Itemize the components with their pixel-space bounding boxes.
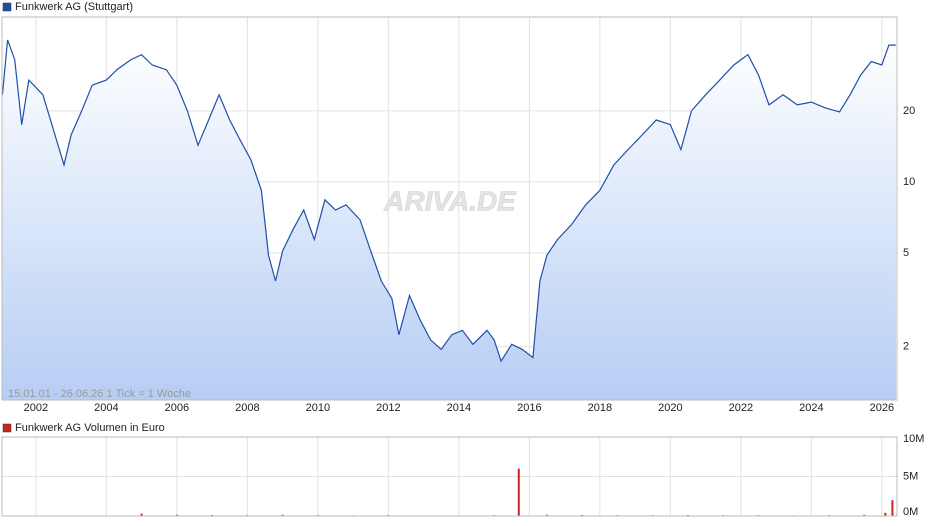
x-tick-label: 2022: [729, 402, 753, 414]
x-tick-label: 2008: [235, 402, 259, 414]
legend-label: Funkwerk AG Volumen in Euro: [15, 422, 165, 434]
volume-bar: [884, 512, 887, 516]
x-tick-label: 2020: [658, 402, 682, 414]
x-tick-label: 2016: [517, 402, 541, 414]
x-tick-label: 2024: [799, 402, 823, 414]
y-tick-label: 2: [903, 341, 909, 353]
y-tick-label: 10M: [903, 433, 924, 445]
x-tick-label: 2004: [94, 402, 118, 414]
volume-bar: [175, 514, 178, 516]
volume-bar: [891, 500, 894, 516]
x-tick-label: 2006: [165, 402, 189, 414]
x-tick-label: 2018: [588, 402, 612, 414]
note: 15.01.01 - 26.06.26 1 Tick = 1 Woche: [8, 388, 191, 400]
y-tick-label: 5: [903, 247, 909, 259]
legend-swatch: [2, 2, 12, 12]
volume-bar: [863, 514, 866, 516]
y-tick-label: 0M: [903, 506, 918, 518]
volume-bar: [517, 468, 520, 516]
x-tick-label: 2010: [306, 402, 330, 414]
price-line: [1, 39, 896, 363]
volume-bar: [545, 514, 548, 516]
watermark: ARIVA.DE: [383, 185, 517, 216]
legend-label: Funkwerk AG (Stuttgart): [15, 1, 133, 13]
x-tick-label: 2014: [447, 402, 471, 414]
y-tick-label: 20: [903, 105, 915, 117]
x-tick-label: 2012: [376, 402, 400, 414]
legend-swatch: [2, 423, 12, 433]
volume-bar: [140, 513, 143, 516]
y-tick-label: 10: [903, 176, 915, 188]
volume-bar: [281, 514, 284, 516]
x-tick-label: 2026: [870, 402, 894, 414]
x-tick-label: 2002: [24, 402, 48, 414]
y-tick-label: 5M: [903, 470, 918, 482]
plot-frame: [1, 436, 898, 517]
plot-frame: [1, 16, 898, 401]
